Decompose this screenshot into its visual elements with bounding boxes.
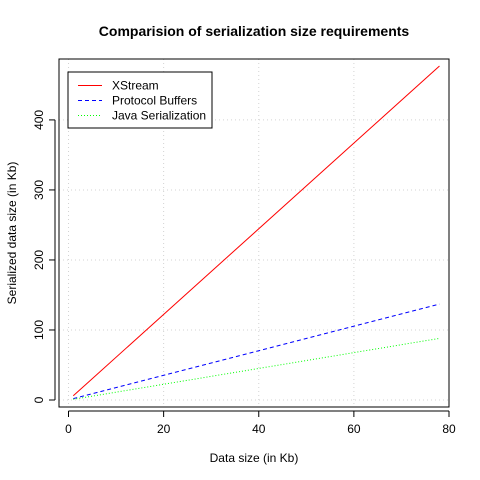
y-tick-label: 0 (32, 396, 46, 403)
x-axis-label: Data size (in Kb) (210, 451, 299, 465)
y-tick-label: 300 (32, 180, 46, 200)
axes: 0 20 40 60 80 0 100 200 300 400 (32, 110, 456, 436)
legend-label-1: Protocol Buffers (112, 94, 197, 108)
legend-label-0: XStream (112, 79, 159, 93)
series-line-0 (72, 65, 440, 397)
series-line-1 (73, 303, 440, 400)
legend-label-2: Java Serialization (112, 109, 206, 123)
plot-frame (58, 58, 450, 408)
series-layer (72, 65, 440, 400)
chart-title: Comparision of serialization size requir… (99, 23, 410, 39)
x-tick-label: 20 (157, 422, 171, 436)
x-tick-label: 40 (252, 422, 266, 436)
y-axis-label: Serialized data size (in Kb) (5, 162, 19, 305)
y-tick-label: 200 (32, 250, 46, 270)
y-tick-label: 100 (32, 320, 46, 340)
x-tick-label: 0 (65, 422, 72, 436)
x-tick-label: 80 (442, 422, 456, 436)
series-line-2 (73, 337, 440, 400)
x-tick-label: 60 (347, 422, 361, 436)
y-tick-label: 400 (32, 110, 46, 130)
